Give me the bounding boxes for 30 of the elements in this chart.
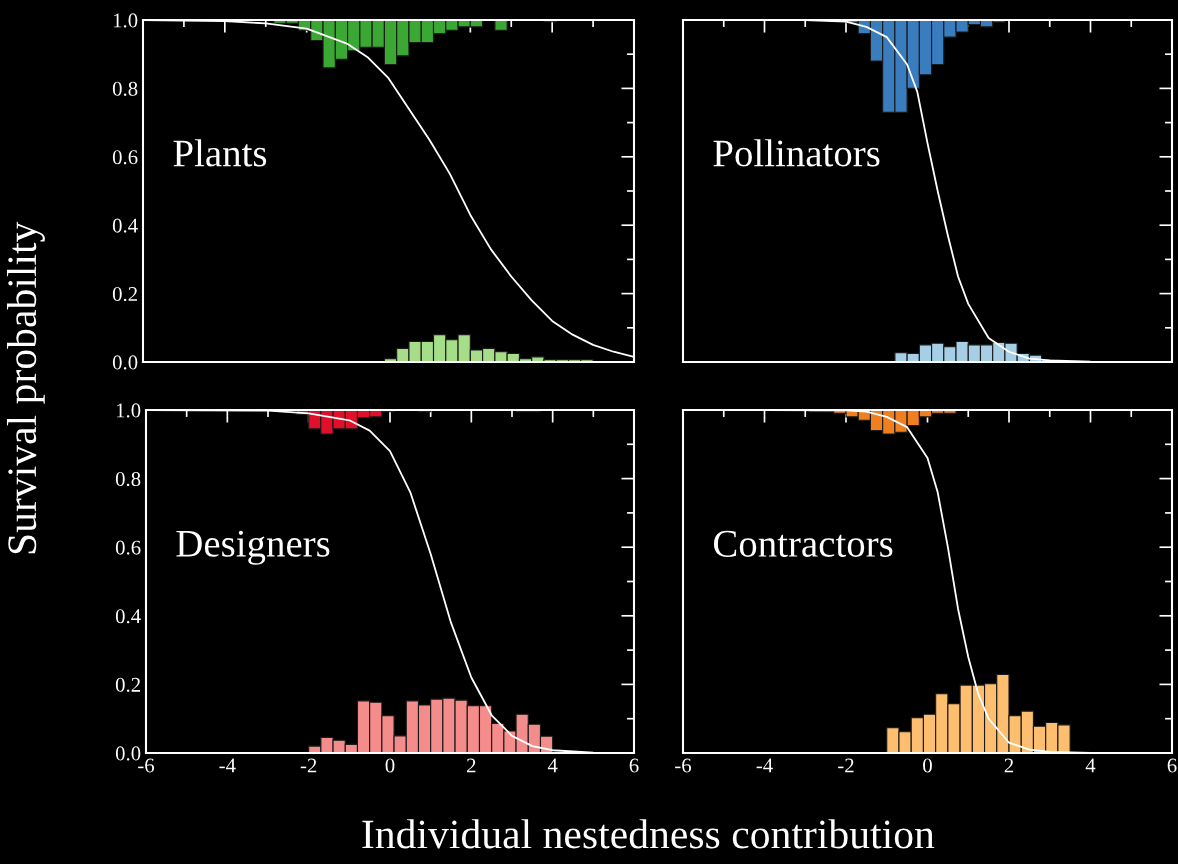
annotation: Designers [176,530,330,565]
annotation: Pollinators [713,139,880,167]
x-tick-label: 4 [1085,758,1096,773]
x-tick-label: -4 [219,758,236,773]
y-axis-title: Survival probability [6,221,45,554]
x-tick-label: 0 [385,758,395,773]
x-tick-label: 6 [629,758,639,773]
x-tick-label: -2 [300,758,317,773]
x-tick-label: 2 [467,758,476,773]
y-tick-label: 0.8 [115,471,141,487]
x-tick-label: -2 [838,758,854,773]
y-tick-label: 0.0 [112,355,138,370]
y-tick-label: 0.8 [112,81,138,96]
y-tick-label: 0.4 [115,609,141,624]
y-tick-label: 0.6 [115,540,141,555]
annotation: Contractors [713,530,893,557]
annotation: Plants [173,139,267,167]
x-tick-label: 6 [1167,758,1177,773]
x-tick-label: 2 [1004,758,1014,773]
y-tick-label: 1.0 [113,13,138,28]
x-tick-label: 4 [547,758,558,773]
y-tick-label: 0.2 [115,677,140,692]
x-tick-label: 0 [923,758,932,773]
x-tick-label: -4 [756,758,773,773]
y-tick-label: 0.2 [112,286,137,302]
y-tick-label: 1.0 [116,403,141,418]
y-tick-label: 0.6 [112,150,138,165]
x-axis-title: Individual nestedness contribution [362,819,935,849]
y-tick-label: 0.4 [112,218,138,233]
x-tick-label: -6 [675,758,692,773]
